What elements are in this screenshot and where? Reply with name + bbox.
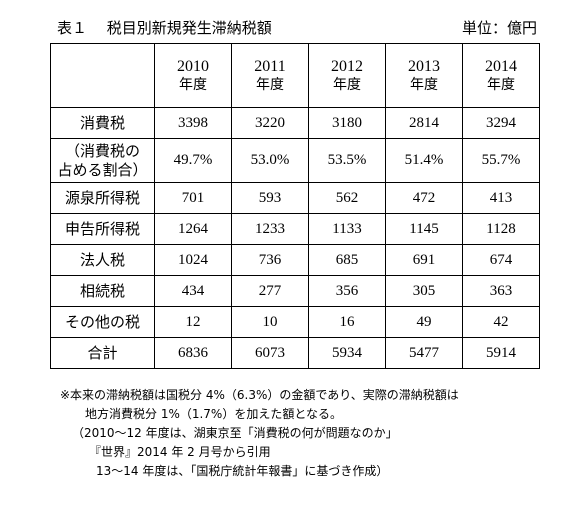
table-title: 表１ 税目別新規発生滞納税額 (57, 19, 272, 37)
table-cell: 3294 (462, 107, 540, 139)
table-cell: 356 (308, 275, 386, 307)
row-label: 源泉所得税 (50, 182, 155, 214)
footnote-line: ※本来の滞納税額は国税分 4%（6.3%）の金額であり、実際の滞納税額は (60, 388, 459, 402)
tax-table: 2010 年度 2011 年度 2012 年度 2013 年度 2014 年度 消費税 3… (50, 43, 540, 369)
table-cell: 49 (385, 306, 463, 338)
table-cell: 674 (462, 244, 540, 276)
table-caption: 表１ 税目別新規発生滞納税額 単位：億円 (57, 17, 537, 39)
row-label-line: 占める割合） (57, 160, 148, 179)
table-cell: 12 (154, 306, 232, 338)
table-cell: 562 (308, 182, 386, 214)
table-row: 申告所得税 1264 1233 1133 1145 1128 (50, 213, 540, 245)
table-cell: 3220 (231, 107, 309, 139)
table-cell: 16 (308, 306, 386, 338)
table-cell: 1233 (231, 213, 309, 245)
table-row: その他の税 12 10 16 49 42 (50, 306, 540, 338)
row-label: 申告所得税 (50, 213, 155, 245)
table-cell: 685 (308, 244, 386, 276)
table-row: 消費税 3398 3220 3180 2814 3294 (50, 107, 540, 139)
table-row: （消費税の 占める割合） 49.7% 53.0% 53.5% 51.4% 55.… (50, 138, 540, 183)
year-header-year: 2010 (177, 57, 209, 75)
table-cell: 736 (231, 244, 309, 276)
table-cell: 55.7% (462, 138, 540, 183)
table-cell: 472 (385, 182, 463, 214)
year-header-2011: 2011 年度 (231, 43, 309, 108)
table-cell: 51.4% (385, 138, 463, 183)
footnote-line: 『世界』2014 年 2 月号から引用 (89, 445, 271, 459)
table-cell: 1264 (154, 213, 232, 245)
footnote-line: （2010～12 年度は、湖東京至「消費税の何が問題なのか」 (72, 426, 398, 440)
table-cell: 42 (462, 306, 540, 338)
year-header-suffix: 年度 (487, 76, 515, 93)
table-cell: 53.5% (308, 138, 386, 183)
row-label: その他の税 (50, 306, 155, 338)
row-label-line: （消費税の (64, 141, 140, 160)
unit-label: 単位：億円 (461, 19, 537, 37)
table-cell: 593 (231, 182, 309, 214)
footnotes: ※本来の滞納税額は国税分 4%（6.3%）の金額であり、実際の滞納税額は 地方消… (60, 386, 560, 481)
row-label-share: （消費税の 占める割合） (50, 138, 155, 183)
year-header-year: 2014 (485, 57, 517, 75)
row-label: 合計 (50, 337, 155, 369)
table-cell: 1145 (385, 213, 463, 245)
table-cell: 1024 (154, 244, 232, 276)
table-cell: 413 (462, 182, 540, 214)
table-cell: 2814 (385, 107, 463, 139)
table-cell: 701 (154, 182, 232, 214)
year-header-suffix: 年度 (333, 76, 361, 93)
table-row: 相続税 434 277 356 305 363 (50, 275, 540, 307)
table-cell: 49.7% (154, 138, 232, 183)
table-cell: 1133 (308, 213, 386, 245)
table-cell: 3180 (308, 107, 386, 139)
table-cell: 1128 (462, 213, 540, 245)
table-cell: 10 (231, 306, 309, 338)
table-row: 源泉所得税 701 593 562 472 413 (50, 182, 540, 214)
year-header-2013: 2013 年度 (385, 43, 463, 108)
header-row: 2010 年度 2011 年度 2012 年度 2013 年度 2014 年度 (50, 43, 540, 108)
table-cell: 691 (385, 244, 463, 276)
table-row: 法人税 1024 736 685 691 674 (50, 244, 540, 276)
row-label: 消費税 (50, 107, 155, 139)
year-header-year: 2012 (331, 57, 363, 75)
total-row: 合計 6836 6073 5934 5477 5914 (50, 337, 540, 369)
row-label: 相続税 (50, 275, 155, 307)
footnote-line: 地方消費税分 1%（1.7%）を加えた額となる。 (85, 407, 342, 421)
table-cell: 3398 (154, 107, 232, 139)
table-cell: 5914 (462, 337, 540, 369)
year-header-year: 2013 (408, 57, 440, 75)
table-cell: 363 (462, 275, 540, 307)
corner-cell (50, 43, 155, 108)
row-label: 法人税 (50, 244, 155, 276)
table-cell: 277 (231, 275, 309, 307)
table-cell: 6836 (154, 337, 232, 369)
table-cell: 305 (385, 275, 463, 307)
table-cell: 434 (154, 275, 232, 307)
table-cell: 53.0% (231, 138, 309, 183)
footnote-line: 13～14 年度は、「国税庁統計年報書」に基づき作成） (96, 464, 389, 478)
year-header-2010: 2010 年度 (154, 43, 232, 108)
table-cell: 6073 (231, 337, 309, 369)
year-header-suffix: 年度 (256, 76, 284, 93)
table-cell: 5934 (308, 337, 386, 369)
table-cell: 5477 (385, 337, 463, 369)
year-header-2014: 2014 年度 (462, 43, 540, 108)
year-header-2012: 2012 年度 (308, 43, 386, 108)
year-header-suffix: 年度 (410, 76, 438, 93)
year-header-year: 2011 (254, 57, 286, 75)
year-header-suffix: 年度 (179, 76, 207, 93)
